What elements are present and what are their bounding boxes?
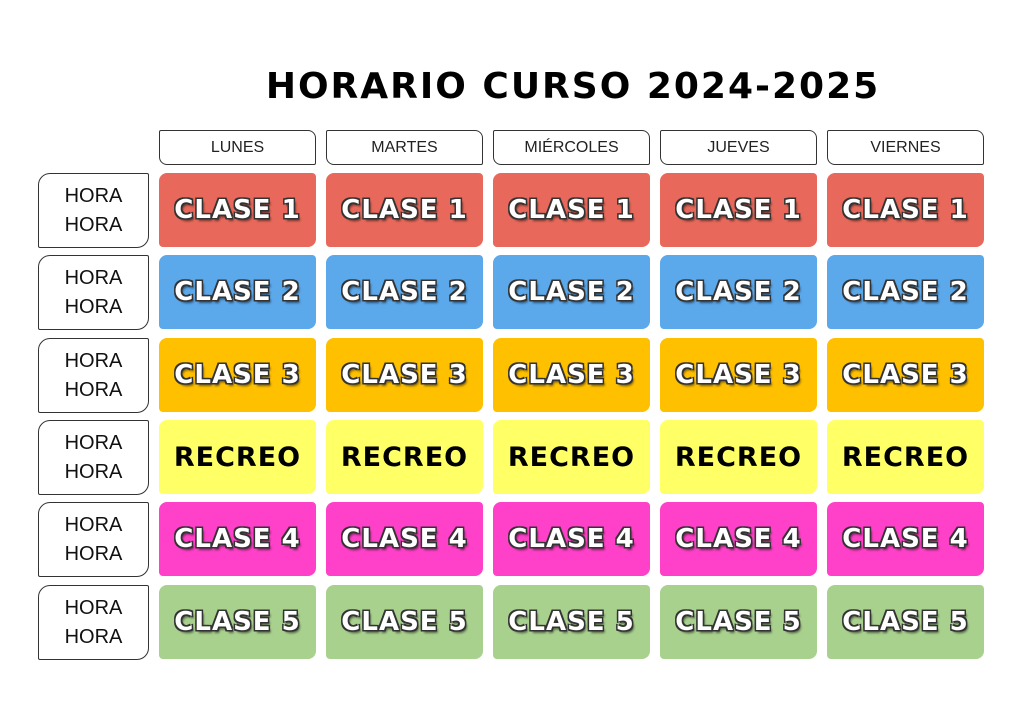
schedule-cell: CLASE 5	[493, 585, 650, 659]
schedule-cell: CLASE 2	[660, 255, 817, 329]
schedule-cell: CLASE 2	[326, 255, 483, 329]
schedule-cell: RECREO	[159, 420, 316, 494]
schedule-cell: RECREO	[326, 420, 483, 494]
schedule-cell: CLASE 4	[159, 502, 316, 576]
day-header: MIÉRCOLES	[493, 130, 650, 165]
hora-text: HORA	[64, 513, 123, 536]
schedule-cell: CLASE 5	[159, 585, 316, 659]
day-header: MARTES	[326, 130, 483, 165]
hora-text: HORA	[64, 542, 123, 565]
hora-text: HORA	[64, 184, 123, 207]
schedule-cell: CLASE 1	[493, 173, 650, 247]
day-header: LUNES	[159, 130, 316, 165]
hora-text: HORA	[64, 431, 123, 454]
schedule-cell: CLASE 1	[660, 173, 817, 247]
schedule-cell: CLASE 1	[159, 173, 316, 247]
schedule-cell: CLASE 3	[326, 338, 483, 412]
hora-text: HORA	[64, 378, 123, 401]
schedule-cell: RECREO	[827, 420, 984, 494]
hora-label: HORA HORA	[38, 338, 149, 413]
hora-text: HORA	[64, 266, 123, 289]
day-header: VIERNES	[827, 130, 984, 165]
schedule-cell: CLASE 4	[827, 502, 984, 576]
day-header: JUEVES	[660, 130, 817, 165]
schedule-cell: CLASE 4	[493, 502, 650, 576]
schedule-cell: CLASE 5	[660, 585, 817, 659]
schedule-cell: CLASE 3	[660, 338, 817, 412]
schedule-cell: RECREO	[493, 420, 650, 494]
hora-label: HORA HORA	[38, 585, 149, 660]
schedule-cell: CLASE 4	[326, 502, 483, 576]
hora-label: HORA HORA	[38, 255, 149, 330]
page-title: HORARIO CURSO 2024-2025	[265, 66, 881, 107]
hora-label: HORA HORA	[38, 502, 149, 577]
schedule-cell: CLASE 5	[326, 585, 483, 659]
hora-text: HORA	[64, 596, 123, 619]
hora-text: HORA	[64, 295, 123, 318]
hora-text: HORA	[64, 213, 123, 236]
schedule-cell: CLASE 3	[827, 338, 984, 412]
schedule-cell: CLASE 2	[827, 255, 984, 329]
schedule-cell: CLASE 2	[493, 255, 650, 329]
schedule-cell: CLASE 4	[660, 502, 817, 576]
schedule-cell: CLASE 2	[159, 255, 316, 329]
hora-text: HORA	[64, 460, 123, 483]
hora-text: HORA	[64, 625, 123, 648]
hora-label: HORA HORA	[38, 420, 149, 495]
hora-label: HORA HORA	[38, 173, 149, 248]
schedule-cell: CLASE 3	[159, 338, 316, 412]
schedule-cell: CLASE 1	[326, 173, 483, 247]
schedule-cell: RECREO	[660, 420, 817, 494]
schedule-cell: CLASE 1	[827, 173, 984, 247]
hora-text: HORA	[64, 349, 123, 372]
schedule-cell: CLASE 5	[827, 585, 984, 659]
schedule-cell: CLASE 3	[493, 338, 650, 412]
